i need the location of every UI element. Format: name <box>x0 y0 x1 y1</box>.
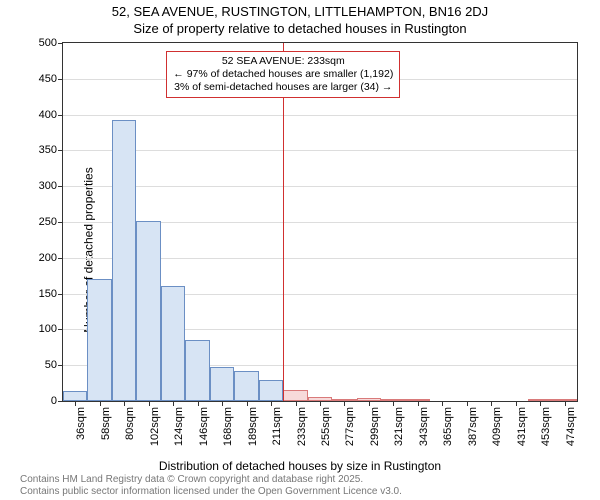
y-tick-label: 250 <box>39 216 57 228</box>
x-tick-label: 189sqm <box>247 407 259 446</box>
y-tick-mark <box>58 222 63 223</box>
histogram-bar <box>112 120 136 401</box>
y-tick-mark <box>58 150 63 151</box>
x-tick-mark <box>100 401 101 406</box>
x-tick-label: 387sqm <box>467 407 479 446</box>
x-tick-label: 102sqm <box>149 407 161 446</box>
x-tick-label: 321sqm <box>393 407 405 446</box>
annotation-line2: ← 97% of detached houses are smaller (1,… <box>173 68 393 81</box>
x-tick-mark <box>467 401 468 406</box>
histogram-bar <box>136 221 160 401</box>
x-tick-mark <box>198 401 199 406</box>
x-tick-mark <box>418 401 419 406</box>
y-tick-label: 300 <box>39 180 57 192</box>
y-tick-label: 350 <box>39 144 57 156</box>
x-tick-mark <box>565 401 566 406</box>
x-tick-mark <box>271 401 272 406</box>
x-tick-mark <box>296 401 297 406</box>
x-tick-label: 255sqm <box>320 407 332 446</box>
y-tick-label: 150 <box>39 288 57 300</box>
y-tick-label: 500 <box>39 37 57 49</box>
x-tick-mark <box>344 401 345 406</box>
x-tick-label: 343sqm <box>418 407 430 446</box>
attribution-line2: Contains public sector information licen… <box>20 486 402 498</box>
x-tick-mark <box>149 401 150 406</box>
x-axis-label: Distribution of detached houses by size … <box>0 459 600 473</box>
y-tick-label: 50 <box>45 359 57 371</box>
histogram-bar <box>63 391 87 401</box>
x-tick-label: 365sqm <box>442 407 454 446</box>
y-tick-mark <box>58 186 63 187</box>
chart-title-main: 52, SEA AVENUE, RUSTINGTON, LITTLEHAMPTO… <box>0 4 600 19</box>
histogram-bar <box>283 390 307 401</box>
x-tick-mark <box>393 401 394 406</box>
annotation-line3: 3% of semi-detached houses are larger (3… <box>173 81 393 94</box>
annotation-line1: 52 SEA AVENUE: 233sqm <box>173 55 393 68</box>
x-tick-mark <box>442 401 443 406</box>
x-tick-label: 211sqm <box>271 407 283 445</box>
y-tick-mark <box>58 43 63 44</box>
gridline <box>63 186 577 187</box>
x-tick-mark <box>516 401 517 406</box>
chart-title-sub: Size of property relative to detached ho… <box>0 21 600 36</box>
x-tick-label: 146sqm <box>198 407 210 446</box>
y-tick-label: 100 <box>39 323 57 335</box>
histogram-bar <box>185 340 209 401</box>
x-tick-label: 80sqm <box>124 407 136 440</box>
y-tick-label: 450 <box>39 73 57 85</box>
x-tick-label: 168sqm <box>222 407 234 446</box>
y-tick-mark <box>58 258 63 259</box>
x-tick-label: 299sqm <box>369 407 381 446</box>
plot-area: 05010015020025030035040045050036sqm58sqm… <box>62 42 578 402</box>
attribution: Contains HM Land Registry data © Crown c… <box>20 474 402 498</box>
x-tick-mark <box>247 401 248 406</box>
gridline <box>63 150 577 151</box>
x-tick-label: 474sqm <box>565 407 577 446</box>
y-tick-mark <box>58 115 63 116</box>
gridline <box>63 115 577 116</box>
x-tick-mark <box>540 401 541 406</box>
x-tick-label: 233sqm <box>296 407 308 446</box>
y-tick-mark <box>58 294 63 295</box>
x-tick-mark <box>369 401 370 406</box>
x-tick-mark <box>173 401 174 406</box>
x-tick-label: 58sqm <box>100 407 112 440</box>
histogram-bar <box>259 380 283 401</box>
y-tick-mark <box>58 365 63 366</box>
x-tick-label: 124sqm <box>173 407 185 446</box>
annotation-box: 52 SEA AVENUE: 233sqm← 97% of detached h… <box>166 51 400 98</box>
x-tick-label: 409sqm <box>491 407 503 446</box>
histogram-bar <box>210 367 234 401</box>
x-tick-label: 277sqm <box>344 407 356 446</box>
x-tick-mark <box>75 401 76 406</box>
y-tick-mark <box>58 79 63 80</box>
x-tick-label: 36sqm <box>75 407 87 440</box>
histogram-bar <box>234 371 258 401</box>
chart-container: 52, SEA AVENUE, RUSTINGTON, LITTLEHAMPTO… <box>0 0 600 500</box>
y-tick-label: 0 <box>51 395 57 407</box>
histogram-bar <box>87 279 111 401</box>
y-tick-mark <box>58 401 63 402</box>
x-tick-label: 431sqm <box>516 407 528 446</box>
x-tick-mark <box>124 401 125 406</box>
y-tick-label: 200 <box>39 252 57 264</box>
y-tick-mark <box>58 329 63 330</box>
attribution-line1: Contains HM Land Registry data © Crown c… <box>20 474 402 486</box>
histogram-bar <box>161 286 185 401</box>
x-tick-mark <box>320 401 321 406</box>
x-tick-mark <box>491 401 492 406</box>
y-tick-label: 400 <box>39 109 57 121</box>
x-tick-mark <box>222 401 223 406</box>
x-tick-label: 453sqm <box>540 407 552 446</box>
